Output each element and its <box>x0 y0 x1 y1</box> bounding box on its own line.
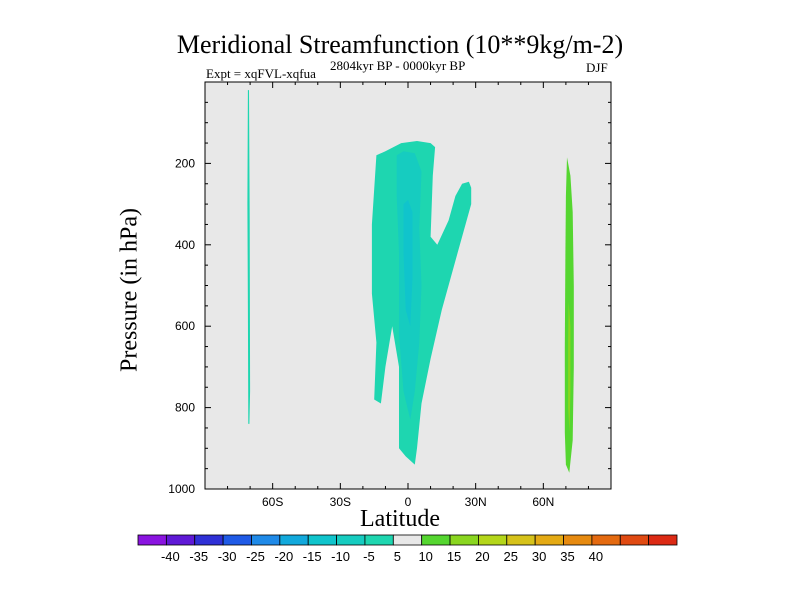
colorbar-label: 15 <box>447 549 461 564</box>
colorbar-swatch <box>364 534 394 546</box>
x-tick-label: 30S <box>330 495 351 509</box>
colorbar-label: 10 <box>418 549 432 564</box>
colorbar-label: -5 <box>363 549 375 564</box>
contour-tropical-negative-cell <box>371 141 472 465</box>
colorbar-label: 5 <box>394 549 401 564</box>
colorbar-swatch <box>392 534 423 546</box>
colorbar-label: 35 <box>560 549 574 564</box>
x-tick-label: 30N <box>465 495 487 509</box>
x-tick-label: 60S <box>262 495 283 509</box>
colorbar-label: -20 <box>274 549 293 564</box>
colorbar-swatch <box>506 534 536 546</box>
colorbar-swatch <box>251 534 281 546</box>
colorbar-label: -25 <box>246 549 265 564</box>
colorbar-label: -15 <box>303 549 322 564</box>
y-tick-label: 800 <box>175 401 195 415</box>
colorbar-swatch <box>137 534 167 546</box>
x-tick-label: 60N <box>532 495 554 509</box>
colorbar-swatch <box>591 534 621 546</box>
season-label: DJF <box>586 60 608 75</box>
colorbar-swatch <box>165 534 196 546</box>
y-tick-label: 200 <box>175 156 195 170</box>
colorbar-swatch <box>307 534 337 546</box>
colorbar: -40 -35 -30 -25 -20 -15 -10 -5 5 10 15 20 25 30 35 40 <box>137 534 678 564</box>
colorbar-swatch <box>222 534 252 546</box>
colorbar-label: -30 <box>218 549 237 564</box>
colorbar-swatch <box>478 534 508 546</box>
colorbar-swatch <box>336 534 366 546</box>
y-tick-label: 600 <box>175 319 195 333</box>
colorbar-label: -10 <box>331 549 350 564</box>
time-range-label: 2804kyr BP - 0000kyr BP <box>330 58 466 73</box>
plot-area: 200 400 600 800 1000 60S 30S 0 30N 60N <box>168 81 612 509</box>
colorbar-swatch <box>194 534 224 546</box>
colorbar-label: 30 <box>532 549 546 564</box>
colorbar-label: -40 <box>161 549 180 564</box>
y-tick-label: 400 <box>175 238 195 252</box>
colorbar-swatch <box>534 534 564 546</box>
colorbar-swatch <box>449 534 479 546</box>
chart-title: Meridional Streamfunction (10**9kg/m-2) <box>176 30 624 59</box>
colorbar-swatch <box>279 534 309 546</box>
experiment-label: Expt = xqFVL-xqfua <box>206 66 316 81</box>
x-tick-label: 0 <box>405 495 412 509</box>
colorbar-swatch <box>648 534 678 546</box>
contour-southern-polar-filament <box>247 90 251 424</box>
y-tick-label: 1000 <box>168 482 195 496</box>
colorbar-label: 20 <box>475 549 489 564</box>
colorbar-label: 40 <box>589 549 603 564</box>
colorbar-swatch <box>563 534 593 546</box>
contour-tropical-inner-core <box>403 200 413 327</box>
contour-northern-positive-core <box>568 301 571 432</box>
colorbar-swatch <box>421 534 451 546</box>
x-axis-title: Latitude <box>360 506 440 532</box>
colorbar-swatch <box>619 534 650 546</box>
colorbar-label: -35 <box>189 549 208 564</box>
colorbar-label: 25 <box>504 549 518 564</box>
